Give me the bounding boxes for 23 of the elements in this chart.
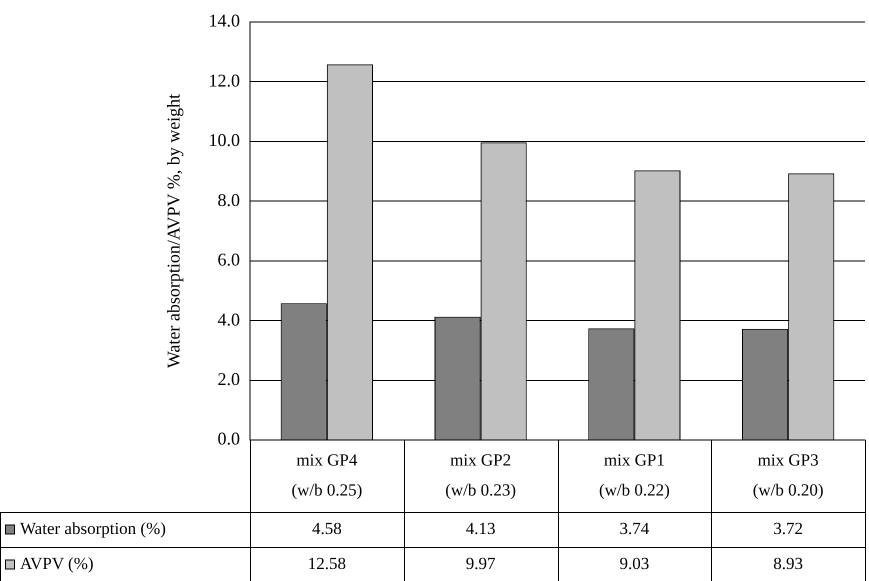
legend-label: Water absorption (%) [20,518,166,538]
x-tick-label: mix GP2 (w/b 0.23) [445,450,516,500]
y-tick-label: 10.0 [208,130,240,150]
data-label: 9.03 [620,554,650,573]
data-label: 4.58 [312,518,342,538]
y-tick-label: 4.0 [218,309,240,330]
data-label: 12.58 [308,554,346,573]
legend-label: AVPV (%) [20,554,94,573]
y-tick-label: 2.0 [218,369,240,390]
data-label: 9.97 [466,554,496,573]
y-tick-label: 6.0 [218,250,240,270]
data-label: 3.72 [773,518,803,538]
y-axis-title: Water absorption/AVPV %, by weight [164,94,184,368]
x-tick-label: mix GP1 (w/b 0.22) [598,450,670,500]
data-label: 8.93 [773,554,803,573]
data-label: 3.74 [620,518,650,538]
y-tick-label: 12.0 [208,70,240,90]
x-tick-label: mix GP4 (w/b 0.25) [291,450,362,500]
y-tick-label: 8.0 [218,190,240,210]
x-tick-label: mix GP3 (w/b 0.20) [752,450,824,500]
y-tick-label: 0.0 [218,428,240,449]
data-label: 4.13 [466,518,496,538]
y-tick-label: 14.0 [208,10,240,31]
